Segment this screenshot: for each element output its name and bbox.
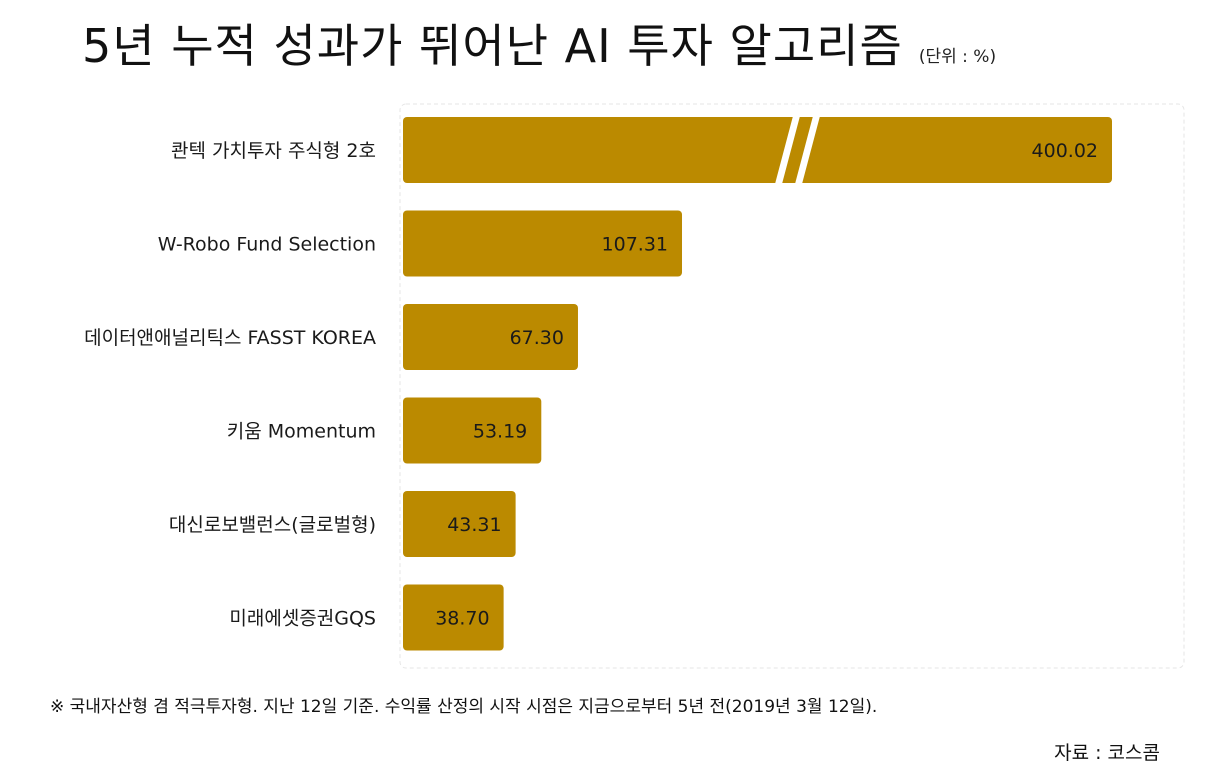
value-label-3: 53.19 bbox=[473, 421, 527, 443]
footnote: ※ 국내자산형 겸 적극투자형. 지난 12일 기준. 수익률 산정의 시작 시… bbox=[50, 697, 878, 717]
plot-area-border bbox=[399, 103, 1185, 669]
category-label-1: W-Robo Fund Selection bbox=[158, 234, 376, 256]
bar-5 bbox=[403, 584, 504, 651]
value-label-0: 400.02 bbox=[1032, 140, 1098, 162]
source-label: 자료 : 코스콤 bbox=[1054, 742, 1160, 764]
category-label-0: 콴텍 가치투자 주식형 2호 bbox=[171, 140, 376, 162]
category-label-5: 미래에셋증권GQS bbox=[229, 608, 376, 630]
value-label-4: 43.31 bbox=[447, 514, 501, 536]
bar-3 bbox=[403, 397, 542, 464]
category-label-4: 대신로보밸런스(글로벌형) bbox=[169, 514, 376, 536]
axis-break-mark bbox=[775, 116, 800, 184]
bars-layer: 400.02 콴텍 가치투자 주식형 2호 107.31 W-Robo Fund Se… bbox=[84, 116, 1112, 651]
chart-title: 5년 누적 성과가 뛰어난 AI 투자 알고리즘 bbox=[82, 19, 903, 73]
category-label-2: 데이터앤애널리틱스 FASST KOREA bbox=[84, 327, 376, 349]
unit-label: (단위 : %) bbox=[918, 47, 997, 67]
value-label-5: 38.70 bbox=[435, 608, 489, 630]
bar-0 bbox=[403, 117, 1112, 183]
axis-break-mark bbox=[795, 116, 820, 184]
category-label-3: 키움 Momentum bbox=[227, 421, 376, 443]
bar-1 bbox=[403, 210, 683, 277]
value-label-2: 67.30 bbox=[510, 327, 564, 349]
bar-2 bbox=[403, 304, 578, 370]
chart-title-row: 5년 누적 성과가 뛰어난 AI 투자 알고리즘 (단위 : %) bbox=[82, 10, 996, 76]
bar-4 bbox=[403, 491, 516, 557]
value-label-1: 107.31 bbox=[602, 234, 668, 256]
